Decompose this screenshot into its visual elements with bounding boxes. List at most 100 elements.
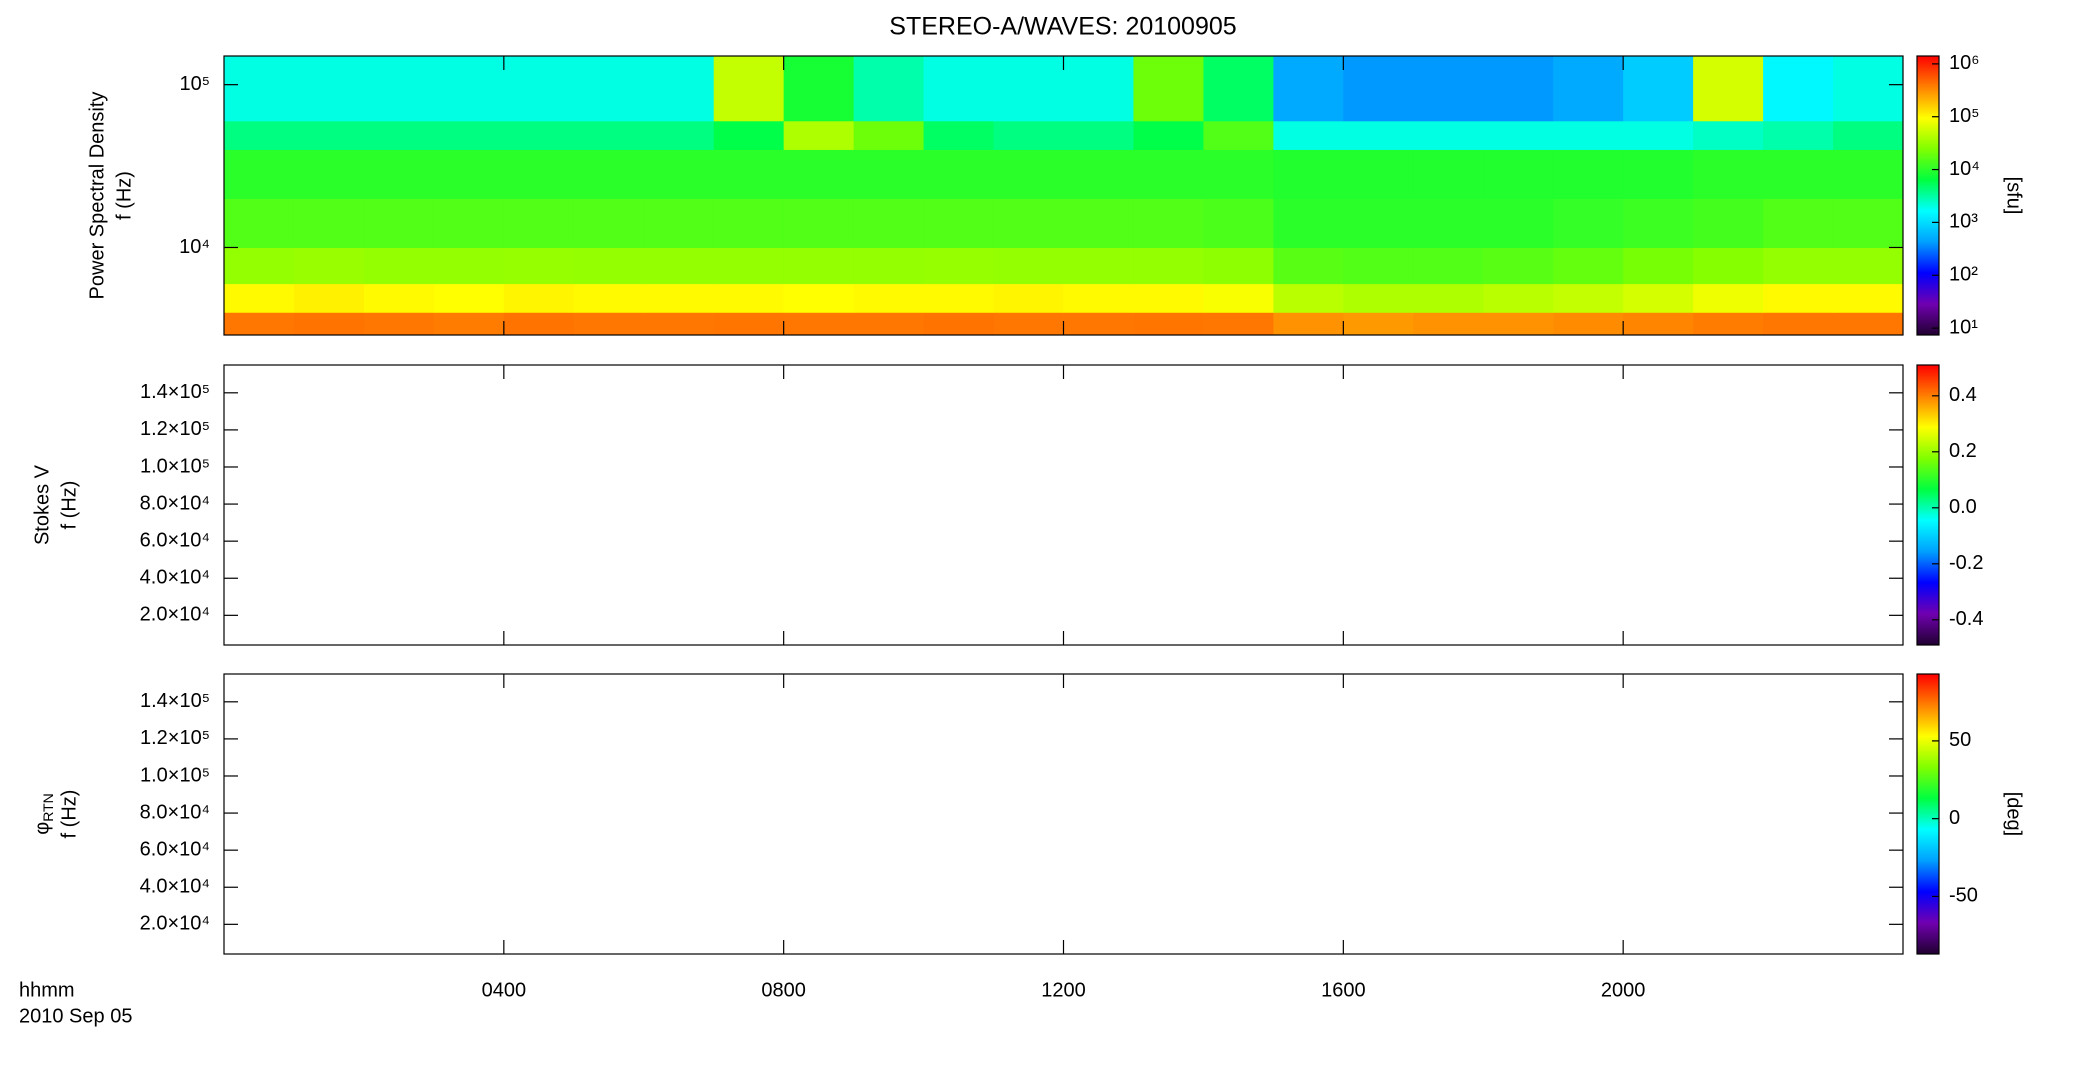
- heatmap-cell: [993, 247, 1064, 285]
- heatmap-cell: [1483, 198, 1554, 248]
- heatmap-cell: [433, 247, 505, 285]
- heatmap-cell: [1273, 312, 1344, 336]
- y-tick-label: 10⁵: [179, 73, 210, 95]
- colorbar-tick-label: -0.2: [1949, 552, 1983, 574]
- heatmap-cell: [1413, 120, 1484, 150]
- heatmap-cell: [363, 247, 435, 285]
- heatmap-cell: [853, 56, 925, 122]
- x-tick-label: 0800: [761, 979, 806, 1001]
- heatmap-cell: [433, 56, 505, 122]
- y-axis-label: f (Hz): [58, 790, 80, 839]
- heatmap-cell: [993, 149, 1064, 199]
- heatmap-cell: [1133, 247, 1204, 285]
- colorbar-label: [deg]: [2003, 792, 2025, 836]
- heatmap-cell: [503, 149, 575, 199]
- y-tick-label: 1.4×10⁵: [140, 381, 210, 403]
- heatmap-cell: [1413, 247, 1484, 285]
- heatmap-cell: [643, 247, 715, 285]
- heatmap-cell: [1133, 56, 1204, 122]
- heatmap-cell: [293, 283, 365, 313]
- heatmap-cell: [1203, 247, 1274, 285]
- y-axis-label: f (Hz): [58, 481, 80, 530]
- heatmap-cell: [1623, 312, 1694, 336]
- heatmap-cell: [1763, 56, 1834, 122]
- heatmap-cell: [293, 198, 365, 248]
- heatmap-cell: [363, 120, 435, 150]
- heatmap-cell: [433, 312, 505, 336]
- heatmap-cell: [643, 56, 715, 122]
- y-tick-label: 6.0×10⁴: [140, 529, 210, 551]
- heatmap-cell: [1203, 312, 1274, 336]
- heatmap-cell: [503, 198, 575, 248]
- y-tick-label: 4.0×10⁴: [140, 567, 210, 589]
- heatmap-cell: [1273, 198, 1344, 248]
- x-tick-label: 2000: [1601, 979, 1646, 1001]
- chart-title: STEREO-A/WAVES: 20100905: [889, 13, 1236, 41]
- heatmap-cell: [643, 312, 715, 336]
- heatmap-cell: [573, 312, 645, 336]
- heatmap-cell: [713, 56, 785, 122]
- heatmap-cell: [433, 149, 505, 199]
- heatmap-cell: [224, 120, 295, 150]
- heatmap-cell: [1273, 149, 1344, 199]
- heatmap-cell: [1553, 198, 1624, 248]
- heatmap-cell: [783, 247, 855, 285]
- heatmap-cell: [853, 198, 925, 248]
- heatmap-cell: [573, 149, 645, 199]
- panel-frame: [223, 673, 1904, 955]
- heatmap-cell: [573, 283, 645, 313]
- heatmap-cell: [224, 198, 295, 248]
- heatmap-cell: [853, 247, 925, 285]
- heatmap-cell: [1483, 56, 1554, 122]
- y-axis-label: φRTN: [31, 793, 55, 835]
- heatmap-cell: [1833, 247, 1904, 285]
- heatmap-cell: [1553, 312, 1624, 336]
- heatmap-cell: [1063, 120, 1134, 150]
- heatmap-cell: [1833, 149, 1904, 199]
- colorbar-tick-label: -0.4: [1949, 608, 1983, 630]
- y-tick-label: 8.0×10⁴: [140, 801, 210, 823]
- heatmap-cell: [1763, 149, 1834, 199]
- colorbar: [1916, 364, 1940, 646]
- y-axis-label-subscript: RTN: [40, 793, 56, 822]
- heatmap-cell: [993, 120, 1064, 150]
- y-tick-label: 2.0×10⁴: [140, 604, 210, 626]
- heatmap-cell: [1693, 120, 1764, 150]
- heatmap-cell: [713, 198, 785, 248]
- y-tick-label: 6.0×10⁴: [140, 838, 210, 860]
- heatmap-cell: [853, 283, 925, 313]
- y-tick-label: 1.2×10⁵: [140, 727, 210, 749]
- colorbar-tick-label: 10⁶: [1949, 52, 1979, 74]
- x-tick-label: 1200: [1041, 979, 1086, 1001]
- colorbar-tick-label: 10⁵: [1949, 105, 1980, 127]
- heatmap-cell: [1833, 120, 1904, 150]
- heatmap-cell: [573, 247, 645, 285]
- heatmap-cell: [923, 312, 995, 336]
- colorbar-tick-label: 10¹: [1949, 316, 1978, 338]
- heatmap-cell: [503, 56, 575, 122]
- heatmap-cell: [1343, 149, 1414, 199]
- heatmap-cell: [503, 312, 575, 336]
- heatmap-cell: [293, 149, 365, 199]
- panel-frame: [223, 364, 1904, 646]
- colorbar-tick-label: 50: [1949, 729, 1971, 751]
- colorbar-tick-label: 0: [1949, 807, 1960, 829]
- heatmap-cell: [503, 120, 575, 150]
- heatmap-cell: [993, 283, 1064, 313]
- x-axis-date: 2010 Sep 05: [19, 1005, 132, 1027]
- y-axis-label: f (Hz): [113, 171, 135, 220]
- heatmap-cell: [643, 149, 715, 199]
- heatmap-cell: [224, 56, 295, 122]
- heatmap-cell: [1273, 56, 1344, 122]
- y-axis-label: Power Spectral Density: [86, 92, 108, 300]
- heatmap-cell: [923, 283, 995, 313]
- heatmap-cell: [1343, 120, 1414, 150]
- heatmap-cell: [923, 198, 995, 248]
- x-tick-label: 0400: [482, 979, 527, 1001]
- colorbar-tick-label: -50: [1949, 885, 1978, 907]
- heatmap-cell: [1273, 120, 1344, 150]
- heatmap-cell: [503, 283, 575, 313]
- heatmap-cell: [293, 247, 365, 285]
- heatmap-cell: [1553, 247, 1624, 285]
- heatmap-cell: [993, 312, 1064, 336]
